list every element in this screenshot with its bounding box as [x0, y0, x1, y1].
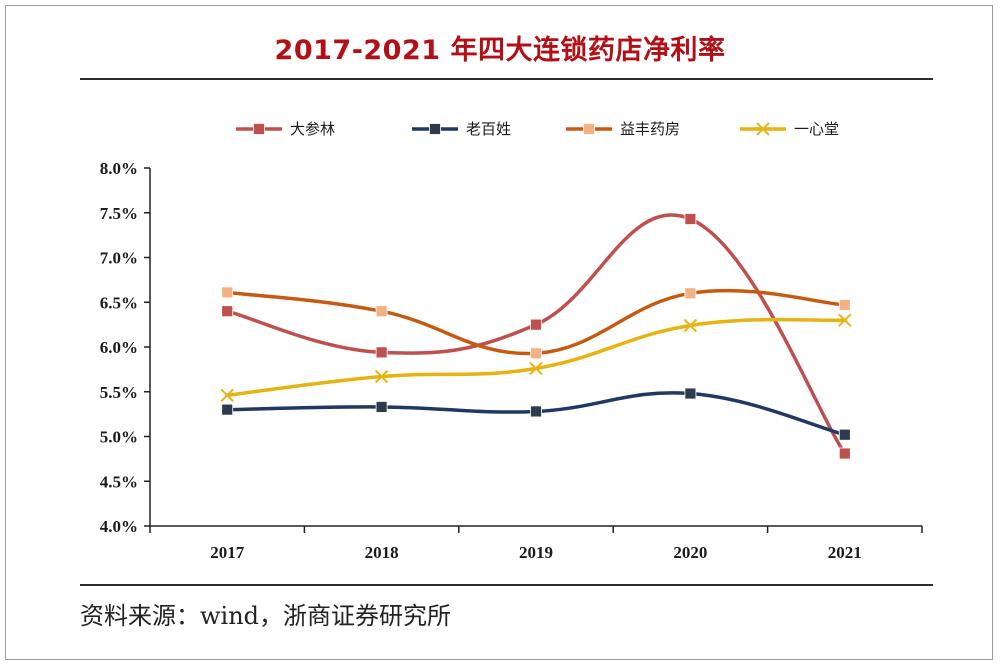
y-tick-label: 6.0% — [100, 338, 138, 357]
y-tick-label: 7.0% — [100, 249, 138, 268]
y-tick-label: 5.0% — [100, 428, 138, 447]
data-point-yifeng — [838, 299, 851, 311]
x-tick-label: 2018 — [365, 543, 399, 562]
series-laobaixing — [221, 387, 851, 441]
data-point-laobaixing — [375, 401, 388, 413]
legend-label: 一心堂 — [794, 120, 839, 138]
series-yifeng — [221, 286, 851, 360]
data-point-laobaixing — [221, 403, 234, 416]
title-divider — [80, 78, 933, 80]
legend-item-laobaixing: 老百姓 — [412, 120, 511, 138]
y-tick-label: 4.0% — [100, 517, 138, 536]
axes: 4.0% 4.5% 5.0% 5.5% 6.0% 6.5% 7.0% 7.5% 8.0% 2017… — [100, 159, 923, 562]
data-point-yixintang — [838, 313, 852, 327]
source-divider — [80, 584, 933, 586]
legend-swatch-marker — [756, 122, 770, 136]
y-tick-label: 5.5% — [100, 383, 138, 402]
legend-item-dashenlin: 大参林 — [236, 120, 335, 138]
chart-title: 2017-2021 年四大连锁药店净利率 — [274, 35, 726, 66]
source-note: 资料来源：wind，浙商证券研究所 — [80, 602, 452, 630]
data-point-yixintang — [529, 361, 543, 376]
legend-item-yixintang: 一心堂 — [740, 120, 839, 138]
y-tick-label: 6.5% — [100, 293, 138, 312]
legend-swatch-marker — [583, 123, 595, 135]
legend-item-yifeng: 益丰药房 — [566, 120, 680, 138]
data-point-yifeng — [221, 286, 234, 299]
data-point-dashenlin — [684, 213, 697, 225]
legend-label: 老百姓 — [466, 120, 511, 138]
x-tick-label: 2017 — [210, 543, 245, 562]
x-tick-label: 2019 — [519, 543, 553, 562]
data-point-laobaixing — [530, 405, 542, 418]
x-tick-label: 2020 — [673, 543, 707, 562]
data-point-dashenlin — [530, 318, 542, 331]
legend-label: 益丰药房 — [620, 120, 680, 138]
series-layer — [220, 213, 852, 460]
data-point-dashenlin — [221, 305, 234, 318]
y-tick-label: 8.0% — [100, 159, 138, 178]
x-tick-label: 2021 — [828, 543, 862, 562]
legend-swatch-marker — [429, 123, 441, 135]
data-point-laobaixing — [838, 428, 851, 441]
data-point-yifeng — [684, 287, 697, 300]
data-point-yixintang — [374, 369, 389, 384]
data-point-yifeng — [530, 347, 542, 360]
y-tick-label: 4.5% — [100, 472, 138, 491]
legend-swatch-marker — [253, 123, 265, 135]
chart-frame: 2017-2021 年四大连锁药店净利率 资料来源：wind，浙商证券研究所 — [5, 5, 993, 660]
data-point-laobaixing — [684, 387, 697, 400]
series-yixintang — [220, 313, 852, 403]
y-tick-label: 7.5% — [100, 204, 138, 223]
data-point-yixintang — [220, 388, 234, 403]
data-point-yixintang — [683, 318, 698, 333]
data-point-dashenlin — [838, 447, 851, 460]
series-dashenlin — [221, 213, 851, 460]
data-point-yifeng — [375, 305, 388, 318]
legend: 大参林 老百姓 益丰药房 一心堂 — [236, 120, 839, 138]
data-point-dashenlin — [375, 346, 388, 359]
legend-label: 大参林 — [290, 120, 335, 138]
series-line-dashenlin — [225, 213, 847, 456]
